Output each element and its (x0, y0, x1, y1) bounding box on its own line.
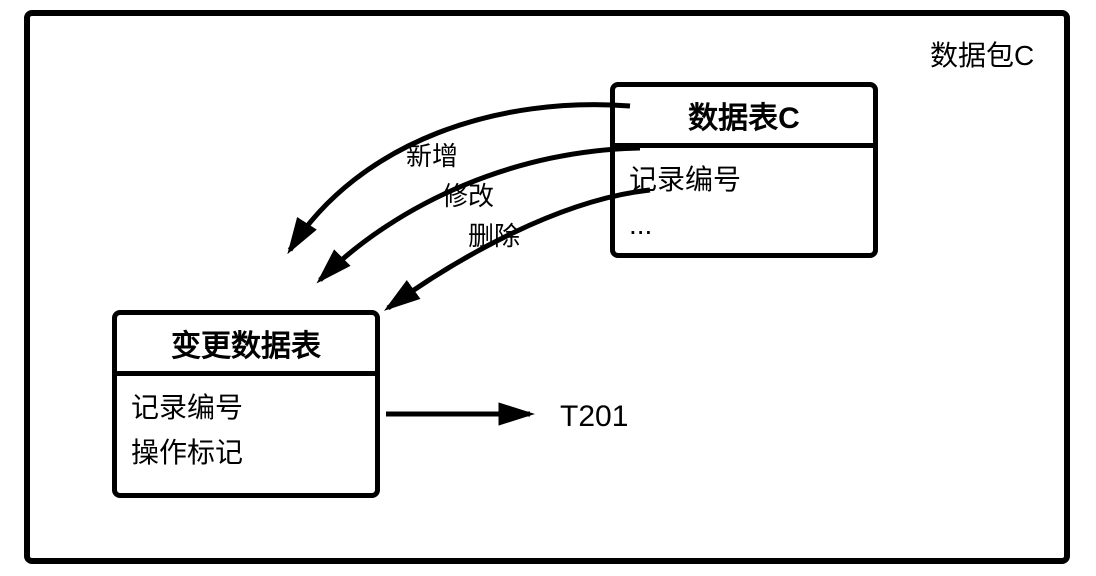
table-field: 操作标记 (131, 431, 361, 476)
edge-delete-label: 删除 (468, 216, 520, 253)
data-table-c-body: 记录编号... (615, 148, 873, 258)
data-table-c: 数据表C 记录编号... (610, 82, 878, 258)
data-table-c-title: 数据表C (615, 87, 873, 148)
edge-add-label: 新增 (406, 136, 458, 173)
table-field: 记录编号 (131, 386, 361, 431)
change-table-title: 变更数据表 (117, 315, 375, 376)
table-field: ... (629, 203, 859, 248)
package-label: 数据包C (930, 34, 1034, 74)
change-table-body: 记录编号操作标记 (117, 376, 375, 486)
edge-t201-label: T201 (560, 400, 628, 434)
table-field: 记录编号 (629, 158, 859, 203)
edge-modify-label: 修改 (442, 176, 494, 213)
change-data-table: 变更数据表 记录编号操作标记 (112, 310, 380, 498)
